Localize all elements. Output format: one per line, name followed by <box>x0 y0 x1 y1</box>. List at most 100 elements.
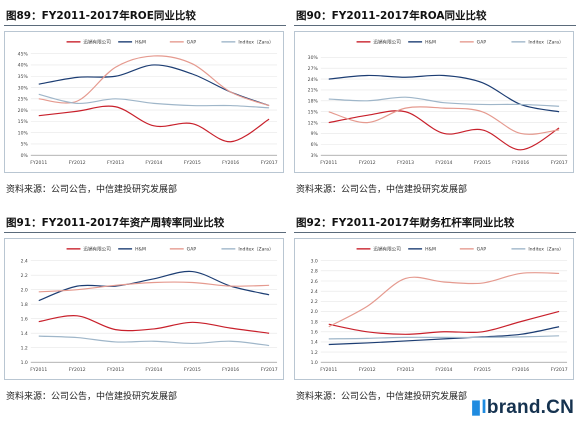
panel-asset-turnover: 图91：FY2011-2017年资产周转率同业比较 1.0 1.2 1.4 1.6 1.… <box>0 207 290 418</box>
y-tick-label: 40% <box>18 63 29 69</box>
line-chart: 0% 5% 10% 15% 20% 25% 30% 35% 40% 45% FY2011 FY2012… <box>18 39 278 166</box>
y-tick-label: 1.0 <box>21 360 28 366</box>
y-tick-label: 1.8 <box>311 319 318 325</box>
y-tick-label: 18% <box>308 99 319 105</box>
legend-label: GAP <box>477 40 487 46</box>
series-line <box>328 326 560 346</box>
series-line <box>328 335 560 340</box>
series-line <box>38 315 270 334</box>
x-tick-label: FY2011 <box>30 367 47 373</box>
x-tick-label: FY2014 <box>145 160 162 166</box>
y-tick-label: 12% <box>308 120 319 126</box>
series-line <box>328 110 560 151</box>
y-tick-label: 2.2 <box>311 299 318 305</box>
y-tick-label: 1.0 <box>311 360 318 366</box>
y-tick-label: 30% <box>18 85 29 91</box>
y-tick-label: 30% <box>308 55 319 61</box>
x-tick-label: FY2017 <box>551 367 568 373</box>
y-tick-label: 5% <box>21 142 29 148</box>
legend-label: H&M <box>135 40 146 46</box>
series-line <box>328 310 560 335</box>
x-tick-label: FY2013 <box>107 160 124 166</box>
legend-label: 迅销有限公司 <box>373 246 401 253</box>
y-tick-label: 1.2 <box>21 346 28 352</box>
title-divider <box>294 25 576 26</box>
source-note: 资料来源：公司公告，中信建投研究发展部 <box>6 185 178 195</box>
y-tick-label: 21% <box>308 88 319 94</box>
x-tick-label: FY2013 <box>107 367 124 373</box>
x-tick-label: FY2015 <box>474 367 491 373</box>
y-tick-label: 1.8 <box>21 302 28 308</box>
title-divider <box>4 25 286 26</box>
panel-roa: 图90：FY2011-2017年ROA同业比较 3% 6% 9% 12% 15% 18% 2… <box>290 0 580 211</box>
x-tick-label: FY2016 <box>222 160 239 166</box>
x-tick-label: FY2015 <box>184 367 201 373</box>
legend-label: GAP <box>477 247 487 253</box>
y-tick-label: 2.8 <box>311 269 318 275</box>
y-tick-label: 15% <box>308 110 319 116</box>
line-chart: 1.0 1.2 1.4 1.6 1.8 2.0 2.2 2.4 2.6 2.8 3.0 FY2011 F… <box>311 246 568 373</box>
y-tick-label: 1.2 <box>311 350 318 356</box>
legend-label: H&M <box>425 40 436 46</box>
x-tick-label: FY2012 <box>359 367 376 373</box>
legend-label: GAP <box>187 247 197 253</box>
y-tick-label: 6% <box>311 142 319 148</box>
x-tick-label: FY2013 <box>397 160 414 166</box>
legend-label: H&M <box>425 247 436 253</box>
y-tick-label: 10% <box>18 130 29 136</box>
legend-label: Inditex（Zara） <box>528 247 563 253</box>
watermark-bars-icon: ▮ <box>470 397 482 418</box>
legend-label: 迅销有限公司 <box>83 39 111 46</box>
y-tick-label: 27% <box>308 66 319 72</box>
x-tick-label: FY2014 <box>145 367 162 373</box>
legend-label: Inditex（Zara） <box>238 247 273 253</box>
chart-frame: 3% 6% 9% 12% 15% 18% 21% 24% 27% 30% FY2011 FY2012 F… <box>294 31 574 173</box>
x-tick-label: FY2017 <box>261 367 278 373</box>
watermark-prefix: I <box>481 397 487 418</box>
series-line <box>38 55 270 107</box>
x-tick-label: FY2011 <box>30 160 47 166</box>
y-tick-label: 3.0 <box>311 258 318 264</box>
chart-frame: 1.0 1.2 1.4 1.6 1.8 2.0 2.2 2.4 2.6 2.8 3.0 FY2011 F… <box>294 238 574 380</box>
x-tick-label: FY2013 <box>397 367 414 373</box>
chart-title: 图89：FY2011-2017年ROE同业比较 <box>6 10 196 22</box>
source-note: 资料来源：公司公告，中信建投研究发展部 <box>6 392 178 402</box>
x-tick-label: FY2017 <box>551 160 568 166</box>
x-tick-label: FY2011 <box>320 367 337 373</box>
y-tick-label: 1.6 <box>311 330 318 336</box>
y-tick-label: 45% <box>18 51 29 57</box>
y-tick-label: 9% <box>311 131 319 137</box>
x-tick-label: FY2014 <box>435 367 452 373</box>
x-tick-label: FY2015 <box>474 160 491 166</box>
line-chart: 3% 6% 9% 12% 15% 18% 21% 24% 27% 30% FY2011 FY2012 F… <box>308 39 568 166</box>
series-line <box>328 96 560 107</box>
x-tick-label: FY2017 <box>261 160 278 166</box>
series-line <box>38 335 270 347</box>
title-divider <box>4 232 286 233</box>
x-tick-label: FY2012 <box>69 367 86 373</box>
y-tick-label: 1.4 <box>311 340 318 346</box>
y-tick-label: 2.6 <box>311 279 318 285</box>
source-note: 资料来源：公司公告，中信建投研究发展部 <box>296 392 468 402</box>
y-tick-label: 15% <box>18 119 29 125</box>
y-tick-label: 2.0 <box>311 309 318 315</box>
chart-title: 图90：FY2011-2017年ROA同业比较 <box>296 10 487 22</box>
series-line <box>328 272 560 328</box>
series-line <box>328 74 560 113</box>
y-tick-label: 35% <box>18 74 29 80</box>
x-tick-label: FY2014 <box>435 160 452 166</box>
line-chart: 1.0 1.2 1.4 1.6 1.8 2.0 2.2 2.4 FY2011 FY2012 FY20… <box>21 246 278 373</box>
y-tick-label: 25% <box>18 97 29 103</box>
series-line <box>38 64 270 107</box>
y-tick-label: 2.4 <box>311 289 318 295</box>
title-divider <box>294 232 576 233</box>
x-tick-label: FY2012 <box>69 160 86 166</box>
series-line <box>38 281 270 293</box>
series-line <box>38 105 270 143</box>
legend-label: GAP <box>187 40 197 46</box>
legend-label: Inditex（Zara） <box>528 40 563 46</box>
x-tick-label: FY2016 <box>512 367 529 373</box>
x-tick-label: FY2012 <box>359 160 376 166</box>
y-tick-label: 1.6 <box>21 317 28 323</box>
chart-title: 图91：FY2011-2017年资产周转率同业比较 <box>6 217 225 229</box>
